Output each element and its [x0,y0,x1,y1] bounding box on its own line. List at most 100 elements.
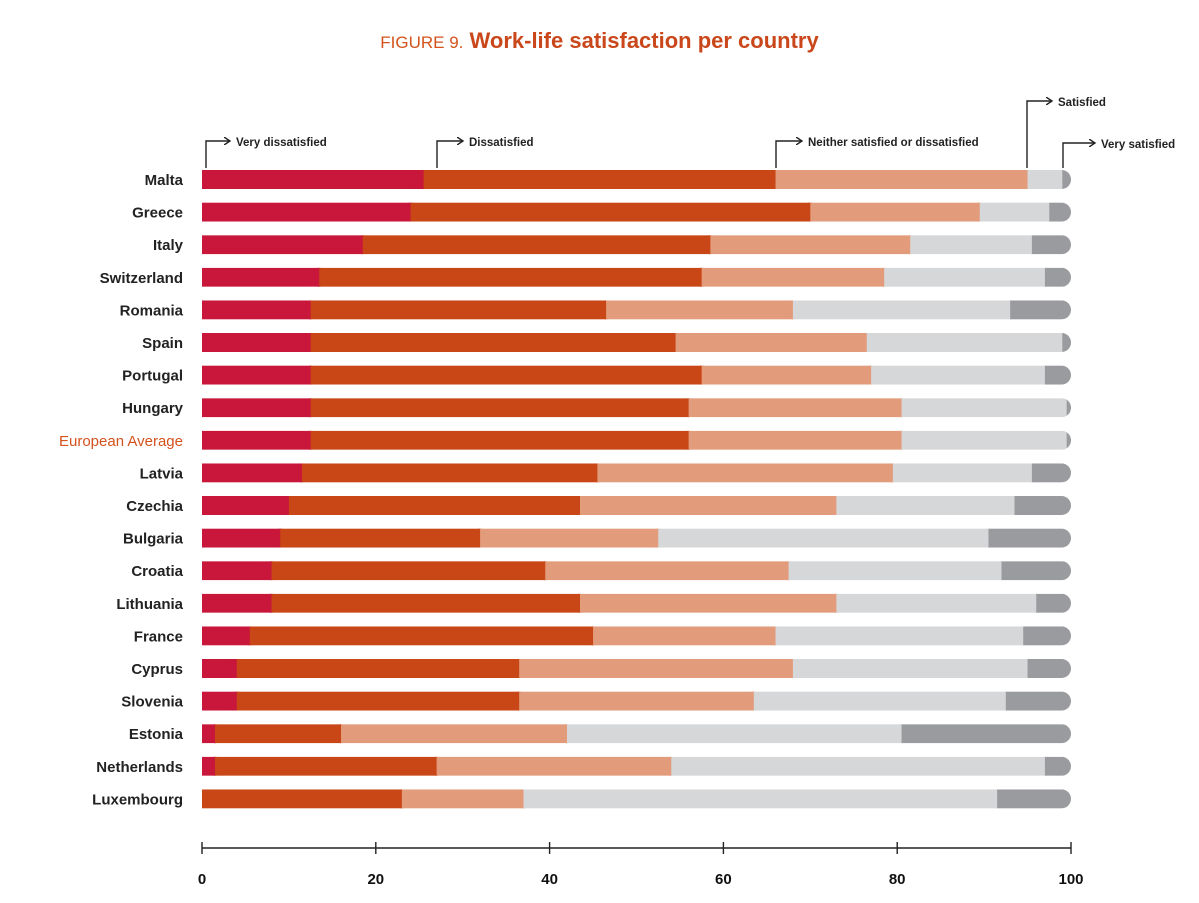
bar-segment-hungary-very-dissatisfied [202,398,312,418]
category-label-portugal: Portugal [122,368,183,385]
bar-segment-romania-neither-satisfied-or-dissatisfied [606,300,794,320]
bar-segment-estonia-satisfied [566,724,903,744]
bar-segment-slovenia-satisfied [753,691,1007,711]
bar-segment-spain-neither-satisfied-or-dissatisfied [675,333,868,352]
bar-segment-bulgaria-very-satisfied [988,528,1071,548]
bar-segment-spain-very-satisfied [1062,333,1071,352]
x-tick-label-80: 80 [889,871,906,888]
category-label-switzerland: Switzerland [100,270,183,287]
bar-row-european-average [202,430,1071,450]
category-label-hungary: Hungary [122,400,184,417]
bar-segment-romania-very-satisfied [1010,300,1071,320]
bar-row-hungary [202,398,1071,418]
bar-segment-lithuania-satisfied [836,593,1037,613]
bar-segment-lithuania-very-dissatisfied [202,593,273,613]
bar-segment-european-average-dissatisfied [310,430,690,450]
bar-segment-portugal-satisfied [871,365,1046,385]
bar-segment-lithuania-neither-satisfied-or-dissatisfied [580,593,837,613]
legend: Very dissatisfied Dissatisfied Neither sat… [205,97,1175,168]
bar-row-romania [202,300,1071,320]
category-label-latvia: Latvia [140,465,184,482]
bar-segment-european-average-very-satisfied [1066,430,1071,450]
bar-segment-lithuania-very-satisfied [1036,593,1071,613]
category-label-slovenia: Slovenia [121,694,183,711]
bar-segment-netherlands-neither-satisfied-or-dissatisfied [436,756,672,776]
bar-row-croatia [202,561,1071,581]
bar-segment-italy-dissatisfied [362,235,711,255]
bar-segment-switzerland-very-satisfied [1044,267,1071,287]
bar-segment-romania-very-dissatisfied [202,300,312,320]
legend-arrow-neither-satisfied-or-dissatisfied [775,141,802,168]
bar-segment-slovenia-very-satisfied [1005,691,1071,711]
bar-row-switzerland [202,267,1071,287]
bar-segment-malta-very-dissatisfied [202,170,425,189]
figure-title: Work-life satisfaction per country [469,28,819,53]
legend-label-satisfied: Satisfied [1058,97,1106,109]
category-label-romania: Romania [120,302,184,319]
chart-title: FIGURE 9. Work-life satisfaction per cou… [0,28,1199,54]
bar-segment-netherlands-very-satisfied [1044,756,1071,776]
bar-segment-cyprus-very-dissatisfied [202,659,238,678]
legend-label-very-dissatisfied: Very dissatisfied [236,137,327,149]
bar-segment-france-neither-satisfied-or-dissatisfied [593,626,777,646]
x-tick-label-60: 60 [715,871,732,888]
bar-row-italy [202,235,1071,255]
bar-segment-czechia-very-satisfied [1014,496,1071,515]
bar-row-luxembourg [202,789,1071,809]
bar-segment-hungary-dissatisfied [310,398,690,418]
bar-segment-latvia-very-satisfied [1031,463,1071,483]
bar-segment-spain-dissatisfied [310,333,677,352]
bar-segment-switzerland-satisfied [884,267,1046,287]
bar-segment-portugal-very-satisfied [1044,365,1071,385]
bar-segment-greece-satisfied [979,202,1050,222]
bar-segment-european-average-neither-satisfied-or-dissatisfied [688,430,903,450]
bar-row-spain [202,333,1071,352]
bar-segment-bulgaria-very-dissatisfied [202,528,281,548]
bar-segment-switzerland-very-dissatisfied [202,267,320,287]
bar-segment-france-satisfied [775,626,1024,646]
bar-segment-estonia-very-satisfied [901,724,1071,744]
category-label-greece: Greece [132,205,183,222]
category-label-croatia: Croatia [131,563,183,580]
legend-item-very-satisfied: Very satisfied [1062,139,1175,168]
bar-segment-romania-satisfied [792,300,1011,320]
bar-segment-european-average-very-dissatisfied [202,430,312,450]
bar-segment-croatia-very-dissatisfied [202,561,273,581]
bar-row-slovenia [202,691,1071,711]
bar-segment-latvia-very-dissatisfied [202,463,303,483]
bar-segment-croatia-very-satisfied [1001,561,1071,581]
bar-segment-cyprus-satisfied [792,659,1029,678]
bar-row-greece [202,202,1071,222]
bar-segment-estonia-dissatisfied [215,724,342,744]
bar-row-bulgaria [202,528,1071,548]
legend-item-satisfied: Satisfied [1026,97,1106,168]
bar-segment-france-very-dissatisfied [202,626,251,646]
bar-segment-czechia-dissatisfied [288,496,581,515]
bar-segment-spain-satisfied [866,333,1063,352]
bar-segment-croatia-satisfied [788,561,1003,581]
bar-segment-estonia-neither-satisfied-or-dissatisfied [341,724,568,744]
x-tick-label-0: 0 [198,871,206,888]
category-label-malta: Malta [145,172,184,189]
legend-label-dissatisfied: Dissatisfied [469,137,534,149]
bar-segment-netherlands-satisfied [671,756,1046,776]
legend-arrow-dissatisfied [436,141,463,168]
bar-row-estonia [202,724,1071,744]
bar-segment-portugal-neither-satisfied-or-dissatisfied [701,365,872,385]
bar-segment-czechia-very-dissatisfied [202,496,290,515]
bar-segment-malta-dissatisfied [423,170,777,189]
bar-segment-portugal-very-dissatisfied [202,365,312,385]
bar-segment-bulgaria-satisfied [658,528,990,548]
bar-segment-croatia-dissatisfied [271,561,546,581]
bar-segment-slovenia-dissatisfied [236,691,520,711]
legend-item-dissatisfied: Dissatisfied [436,137,534,168]
figure-number: FIGURE 9. [380,33,464,52]
bar-segment-latvia-neither-satisfied-or-dissatisfied [597,463,894,483]
bar-segment-czechia-satisfied [836,496,1016,515]
category-label-estonia: Estonia [129,726,184,743]
bar-row-malta [202,170,1071,189]
bar-row-france [202,626,1071,646]
bar-segment-netherlands-dissatisfied [215,756,438,776]
bar-segment-czechia-neither-satisfied-or-dissatisfied [580,496,837,515]
plot-area [202,170,1071,809]
